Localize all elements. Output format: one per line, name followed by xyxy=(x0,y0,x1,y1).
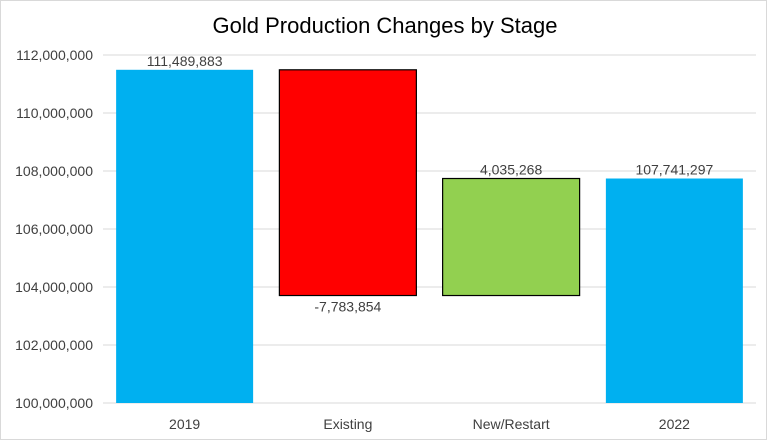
y-tick-label: 108,000,000 xyxy=(15,163,93,179)
bars xyxy=(116,69,743,403)
data-label: -7,783,854 xyxy=(314,299,381,315)
x-tick-label: Existing xyxy=(323,416,372,432)
y-tick-label: 106,000,000 xyxy=(15,221,93,237)
x-tick-label: 2022 xyxy=(659,416,690,432)
y-tick-label: 100,000,000 xyxy=(15,395,93,411)
bar-2022 xyxy=(605,178,743,403)
x-axis-tick-labels: 2019 Existing New/Restart 2022 xyxy=(169,416,690,432)
x-tick-label: 2019 xyxy=(169,416,200,432)
chart-title: Gold Production Changes by Stage xyxy=(213,13,558,38)
bar-new-restart xyxy=(442,177,581,297)
data-label: 107,741,297 xyxy=(635,162,713,178)
y-tick-label: 104,000,000 xyxy=(15,279,93,295)
x-tick-label: New/Restart xyxy=(473,416,550,432)
y-axis-tick-labels: 100,000,000 102,000,000 104,000,000 106,000… xyxy=(15,47,93,411)
data-label: 4,035,268 xyxy=(480,162,542,178)
data-label: 111,489,883 xyxy=(147,53,223,69)
bar-2019 xyxy=(116,69,254,403)
bar-existing xyxy=(278,69,417,297)
y-tick-label: 112,000,000 xyxy=(16,47,93,63)
y-tick-label: 102,000,000 xyxy=(15,337,93,353)
data-labels: 111,489,883 -7,783,854 4,035,268 107,741,29… xyxy=(147,53,714,315)
y-tick-label: 110,000,000 xyxy=(16,105,93,121)
